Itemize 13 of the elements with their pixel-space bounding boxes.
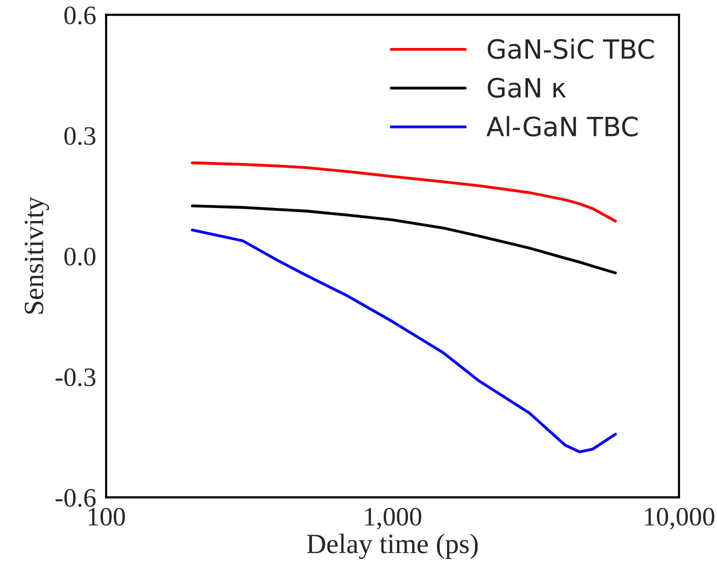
y-tick-label: -0.6 bbox=[56, 488, 96, 507]
x-tick-label: 1,000 bbox=[365, 508, 422, 530]
x-tick-label: 100 bbox=[88, 508, 125, 526]
x-axis-title: Delay time (ps) bbox=[306, 534, 478, 560]
legend-label: GaN κ bbox=[488, 78, 566, 98]
legend-label: GaN-SiC TBC bbox=[488, 38, 654, 60]
y-tick-label: 0.6 bbox=[64, 6, 96, 24]
y-tick-label: 0.3 bbox=[64, 127, 96, 145]
y-axis-title: Sensitivity bbox=[24, 196, 50, 314]
y-tick-label: -0.3 bbox=[56, 368, 96, 386]
legend-label: Al-GaN TBC bbox=[486, 116, 638, 136]
y-tick-label: 0.0 bbox=[64, 248, 96, 266]
x-tick-label: 10,000 bbox=[645, 508, 714, 530]
